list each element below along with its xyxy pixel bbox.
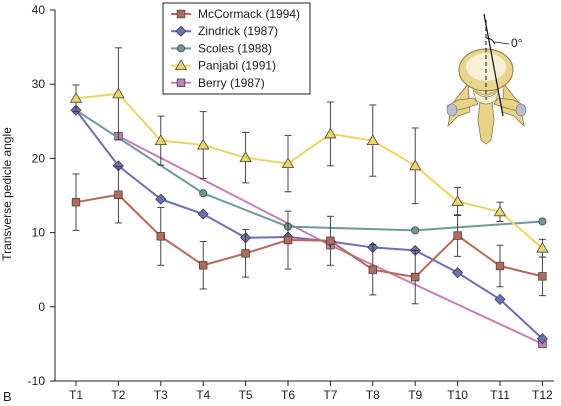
legend-swatch-marker	[176, 9, 186, 19]
legend-label: Panjabi (1991)	[198, 59, 276, 73]
data-point	[71, 197, 81, 207]
data-point	[198, 261, 208, 270]
y-tick-label: 0	[38, 300, 45, 314]
x-tick-label: T10	[447, 388, 468, 402]
x-tick-label: T11	[490, 388, 510, 402]
vertebra-illustration: 0°	[446, 13, 527, 145]
data-point	[410, 272, 420, 282]
x-tick-label: T12	[532, 388, 553, 402]
data-point	[453, 231, 462, 240]
plot-area: -10 0 10 20 30 40 T1 T2 T3 T4 T5 T6 T7 T8 T9 T10 T11 T12	[28, 3, 554, 402]
x-tick-label: T7	[323, 388, 337, 402]
series-panjabi-1991	[69, 47, 549, 258]
angle-arc	[485, 37, 496, 45]
pedicle-angle-line	[483, 13, 504, 117]
legend: McCormack (1994) Zindrick (1987) Scoles (1…	[162, 2, 311, 95]
legend-label: Berry (1987)	[198, 76, 265, 90]
x-tick-label: T9	[408, 388, 422, 402]
series-line	[75, 193, 543, 279]
x-ticks: T1 T2 T3 T4 T5 T6 T7 T8 T9 T10 T11 T12	[69, 381, 553, 402]
series-line	[75, 109, 544, 340]
y-tick-label: 40	[32, 3, 46, 17]
series-zindrick-1987	[70, 104, 548, 345]
data-point	[538, 272, 547, 281]
series-mccormack-1994	[71, 166, 547, 305]
data-point	[451, 195, 464, 206]
data-point	[495, 261, 505, 271]
data-point	[324, 127, 337, 139]
x-tick-label: T8	[366, 388, 380, 402]
data-point	[366, 134, 379, 145]
x-tick-label: T4	[196, 388, 210, 402]
y-tick-label: 10	[32, 226, 46, 240]
legend-label: McCormack (1994)	[198, 7, 300, 21]
legend-swatch-marker	[175, 25, 187, 37]
panel-label: B	[3, 389, 12, 404]
legend-item-berry-1987: Berry (1987)	[171, 76, 265, 90]
data-point	[69, 91, 83, 103]
data-point	[536, 241, 549, 253]
x-tick-label: T3	[154, 388, 168, 402]
legend-swatch-marker	[174, 59, 188, 70]
data-point	[411, 226, 420, 235]
angle-annotation: 0°	[511, 36, 523, 50]
data-point	[326, 236, 335, 245]
legend-swatch-marker	[176, 78, 186, 87]
data-point	[281, 157, 295, 168]
legend-item-panjabi-1991: Panjabi (1991)	[171, 59, 276, 73]
data-point	[197, 138, 210, 150]
series-line	[75, 92, 544, 249]
legend-item-mccormack-1994: McCormack (1994)	[171, 7, 300, 21]
data-point	[239, 151, 252, 163]
legend-item-zindrick-1987: Zindrick (1987)	[171, 24, 278, 38]
data-point	[368, 265, 377, 274]
data-point	[536, 333, 548, 345]
angle-leader	[494, 41, 510, 45]
data-point	[199, 189, 208, 198]
y-tick-label: 30	[32, 77, 46, 91]
legend-item-scoles-1988: Scoles (1988)	[171, 41, 272, 55]
data-point	[197, 208, 209, 220]
y-tick-label: -10	[28, 374, 46, 388]
data-point	[241, 249, 250, 258]
data-point	[452, 267, 464, 279]
series-layer	[69, 47, 549, 349]
y-ticks: -10 0 10 20 30 40	[28, 3, 55, 388]
x-tick-label: T1	[69, 388, 83, 402]
x-tick-label: T2	[111, 388, 125, 402]
legend-swatch-marker	[176, 44, 185, 53]
data-point	[114, 190, 123, 199]
data-point	[493, 205, 507, 217]
legend-label: Scoles (1988)	[198, 41, 272, 55]
data-point	[156, 232, 165, 241]
data-point	[154, 134, 167, 145]
x-tick-label: T5	[239, 388, 253, 402]
legend-label: Zindrick (1987)	[198, 24, 278, 38]
y-axis-title: Transverse pedicle angle	[0, 127, 14, 261]
x-tick-label: T6	[281, 388, 295, 402]
series-line	[75, 109, 543, 232]
y-tick-label: 20	[32, 151, 46, 165]
data-point	[538, 217, 547, 226]
data-point	[155, 193, 167, 205]
series-scoles-1988	[72, 106, 547, 235]
data-point	[112, 87, 125, 99]
data-point	[494, 293, 506, 305]
data-point	[409, 159, 422, 171]
data-point	[283, 235, 293, 245]
